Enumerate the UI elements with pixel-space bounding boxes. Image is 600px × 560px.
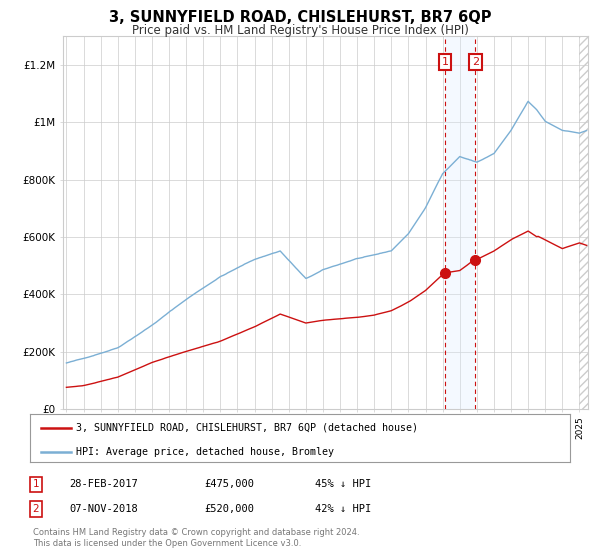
Bar bbox=[445, 36, 475, 409]
Text: £475,000: £475,000 bbox=[204, 479, 254, 489]
Text: 1: 1 bbox=[32, 479, 40, 489]
Text: 1: 1 bbox=[442, 57, 449, 67]
Text: Price paid vs. HM Land Registry's House Price Index (HPI): Price paid vs. HM Land Registry's House … bbox=[131, 24, 469, 36]
Bar bbox=[580, 36, 596, 409]
Text: 45% ↓ HPI: 45% ↓ HPI bbox=[315, 479, 371, 489]
Bar bbox=[580, 36, 596, 409]
Text: 2: 2 bbox=[32, 504, 40, 514]
Text: £520,000: £520,000 bbox=[204, 504, 254, 514]
Text: 3, SUNNYFIELD ROAD, CHISLEHURST, BR7 6QP (detached house): 3, SUNNYFIELD ROAD, CHISLEHURST, BR7 6QP… bbox=[76, 423, 418, 433]
Text: 28-FEB-2017: 28-FEB-2017 bbox=[69, 479, 138, 489]
Text: HPI: Average price, detached house, Bromley: HPI: Average price, detached house, Brom… bbox=[76, 446, 334, 456]
Text: 3, SUNNYFIELD ROAD, CHISLEHURST, BR7 6QP: 3, SUNNYFIELD ROAD, CHISLEHURST, BR7 6QP bbox=[109, 10, 491, 25]
Text: 42% ↓ HPI: 42% ↓ HPI bbox=[315, 504, 371, 514]
Text: Contains HM Land Registry data © Crown copyright and database right 2024.
This d: Contains HM Land Registry data © Crown c… bbox=[33, 528, 359, 548]
Text: 2: 2 bbox=[472, 57, 479, 67]
Text: 07-NOV-2018: 07-NOV-2018 bbox=[69, 504, 138, 514]
